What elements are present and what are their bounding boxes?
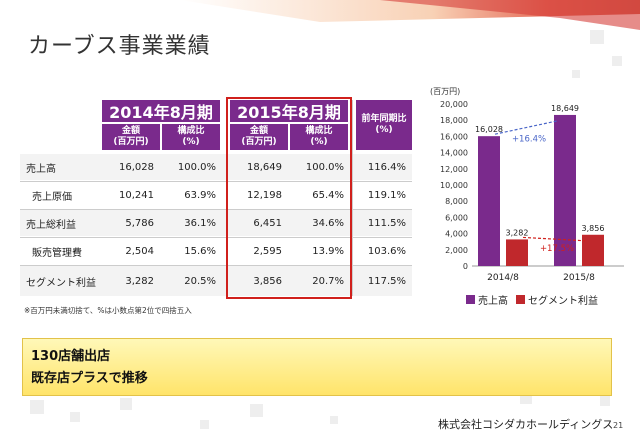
y-tick-label: 14,000 bbox=[440, 149, 468, 158]
revenue-profit-chart: (百万円) 0 2,000 4,000 6,000 8,000 10,000 12,000 1… bbox=[430, 87, 624, 283]
ratio-2015: 100.0% bbox=[305, 161, 344, 173]
ratio-2014: 100.0% bbox=[177, 161, 216, 173]
y-tick-label: 10,000 bbox=[440, 181, 468, 190]
sub-amount-2014: 金額 (百万円) bbox=[102, 124, 160, 150]
y-tick-label: 18,000 bbox=[440, 116, 468, 125]
amount-2014: 16,028 bbox=[119, 161, 154, 173]
header-2015: 2015年8月期 bbox=[230, 100, 348, 122]
ratio-2015: 13.9% bbox=[312, 245, 344, 257]
legend-swatch-sales bbox=[466, 295, 475, 304]
sub-ratio-label: 構成比 bbox=[177, 126, 205, 136]
sub-ratio-2014: 構成比 (%) bbox=[162, 124, 220, 150]
ratio-2014: 15.6% bbox=[184, 245, 216, 257]
sub-amount-2015: 金額 (百万円) bbox=[230, 124, 288, 150]
data-label: 3,282 bbox=[506, 228, 529, 237]
table-row: 販売管理費 2,504 15.6% 2,595 13.9% 103.6% bbox=[20, 238, 412, 264]
amount-2015: 18,649 bbox=[247, 161, 282, 173]
row-label: 売上総利益 bbox=[26, 219, 76, 231]
data-label: 3,856 bbox=[582, 224, 605, 233]
y-tick-label: 2,000 bbox=[445, 246, 468, 255]
legend-swatch-profit bbox=[516, 295, 525, 304]
amount-2014: 3,282 bbox=[125, 275, 154, 287]
page-title: カーブス事業業績 bbox=[28, 34, 211, 59]
y-tick-label: 4,000 bbox=[445, 230, 468, 239]
page-number: 21 bbox=[613, 421, 624, 430]
amount-2015: 3,856 bbox=[253, 275, 282, 287]
header-2014: 2014年8月期 bbox=[102, 100, 220, 122]
header-yoy: 前年同期比 (%) bbox=[356, 100, 412, 150]
company-name: 株式会社コシダカホールディングス bbox=[438, 418, 614, 431]
y-tick-label: 20,000 bbox=[440, 100, 468, 109]
row-divider bbox=[20, 237, 412, 238]
ratio-2014: 63.9% bbox=[184, 189, 216, 201]
chart-unit-label: (百万円) bbox=[430, 87, 460, 96]
column-divider bbox=[352, 100, 353, 296]
highlight-line-1: 130店舗出店 bbox=[31, 349, 111, 364]
sub-ratio-unit: (%) bbox=[310, 137, 328, 147]
amount-2015: 12,198 bbox=[247, 189, 282, 201]
growth-arrow bbox=[494, 120, 558, 135]
earnings-table: 2014年8月期 2015年8月期 前年同期比 (%) 金額 (百万円) 構成比… bbox=[20, 97, 420, 300]
growth-arrow bbox=[522, 236, 586, 242]
sub-amount-label: 金額 bbox=[121, 126, 140, 136]
data-label: 18,649 bbox=[551, 104, 579, 113]
header-yoy-unit: (%) bbox=[375, 125, 393, 135]
y-tick-label: 8,000 bbox=[445, 197, 468, 206]
ratio-2014: 36.1% bbox=[184, 217, 216, 229]
bar-sales-1 bbox=[554, 114, 576, 266]
yoy: 119.1% bbox=[367, 189, 406, 201]
table-row: 売上高 16,028 100.0% 18,649 100.0% 116.4% bbox=[20, 154, 412, 180]
y-tick-label: 0 bbox=[463, 262, 468, 271]
ratio-2015: 65.4% bbox=[312, 189, 344, 201]
row-label: セグメント利益 bbox=[26, 277, 96, 289]
highlight-box: 130店舗出店 既存店プラスで推移 bbox=[22, 338, 612, 396]
y-tick-label: 12,000 bbox=[440, 165, 468, 174]
bar-profit-1 bbox=[582, 234, 604, 266]
yoy: 116.4% bbox=[367, 161, 406, 173]
row-divider bbox=[20, 209, 412, 210]
table-row: 売上原価 10,241 63.9% 12,198 65.4% 119.1% bbox=[20, 182, 412, 208]
row-label: 売上高 bbox=[26, 163, 56, 175]
amount-2014: 2,504 bbox=[125, 245, 154, 257]
amount-2014: 10,241 bbox=[119, 189, 154, 201]
table-row: セグメント利益 3,282 20.5% 3,856 20.7% 117.5% bbox=[20, 266, 412, 296]
bar-sales-0 bbox=[478, 136, 500, 266]
amount-2015: 6,451 bbox=[253, 217, 282, 229]
x-tick-label: 2014/8 bbox=[487, 273, 519, 283]
x-tick-label: 2015/8 bbox=[563, 273, 595, 283]
row-divider bbox=[20, 265, 412, 266]
row-divider bbox=[20, 181, 412, 182]
legend-profit-label: セグメント利益 bbox=[528, 296, 598, 307]
ratio-2015: 34.6% bbox=[312, 217, 344, 229]
yoy: 103.6% bbox=[367, 245, 406, 257]
yoy: 117.5% bbox=[367, 275, 406, 287]
yoy: 111.5% bbox=[367, 217, 406, 229]
legend-sales-label: 売上高 bbox=[478, 296, 508, 307]
amount-2015: 2,595 bbox=[253, 245, 282, 257]
row-label: 売上原価 bbox=[32, 191, 72, 203]
ratio-2015: 20.7% bbox=[312, 275, 344, 287]
growth-annotation: +17.5% bbox=[540, 244, 574, 254]
y-tick-label: 16,000 bbox=[440, 132, 468, 141]
chart-legend: 売上高 セグメント利益 bbox=[466, 292, 598, 307]
sub-amount-unit: (百万円) bbox=[241, 137, 277, 147]
sub-ratio-2015: 構成比 (%) bbox=[290, 124, 348, 150]
header-yoy-label: 前年同期比 bbox=[361, 114, 407, 124]
y-tick-label: 6,000 bbox=[445, 213, 468, 222]
ratio-2014: 20.5% bbox=[184, 275, 216, 287]
sub-ratio-label: 構成比 bbox=[305, 126, 333, 136]
amount-2014: 5,786 bbox=[125, 217, 154, 229]
highlight-frame-2015 bbox=[226, 97, 352, 299]
sub-amount-unit: (百万円) bbox=[113, 137, 149, 147]
footnote: ※百万円未満切捨て、%は小数点第2位で四捨五入 bbox=[24, 306, 192, 315]
data-label: 16,028 bbox=[475, 125, 503, 134]
bar-profit-0 bbox=[506, 239, 528, 266]
table-row: 売上総利益 5,786 36.1% 6,451 34.6% 111.5% bbox=[20, 210, 412, 236]
growth-annotation: +16.4% bbox=[512, 135, 546, 145]
row-label: 販売管理費 bbox=[32, 247, 82, 259]
sub-amount-label: 金額 bbox=[249, 126, 268, 136]
highlight-line-2: 既存店プラスで推移 bbox=[31, 371, 148, 386]
sub-ratio-unit: (%) bbox=[182, 137, 200, 147]
